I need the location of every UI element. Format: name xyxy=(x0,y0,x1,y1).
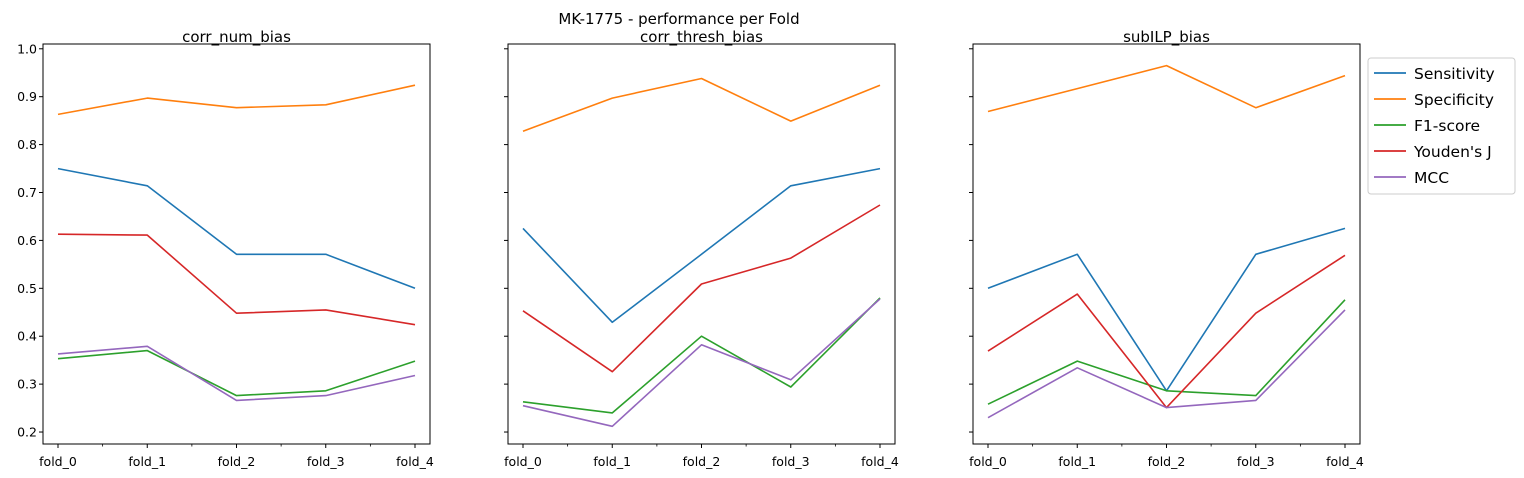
series-line-youden-s-j xyxy=(522,204,881,373)
y-tick-label: 0.7 xyxy=(17,185,37,200)
series-line-f1-score xyxy=(987,299,1346,405)
x-tick-label: fold_1 xyxy=(1058,454,1096,469)
subplot-title: subILP_bias xyxy=(1123,28,1210,47)
series-line-mcc xyxy=(522,298,881,428)
y-tick-label: 0.2 xyxy=(17,425,37,440)
x-tick-label: fold_3 xyxy=(307,454,345,469)
legend-frame xyxy=(1367,57,1516,195)
x-tick-label: fold_4 xyxy=(1326,454,1364,469)
x-tick-label: fold_2 xyxy=(218,454,256,469)
x-tick-label: fold_4 xyxy=(861,454,899,469)
x-tick-label: fold_4 xyxy=(396,454,434,469)
series-line-youden-s-j xyxy=(57,233,416,326)
y-tick-label: 0.8 xyxy=(17,137,37,152)
series-line-specificity xyxy=(987,64,1346,113)
subplots: corr_num_bias 0.2 0.3 0.4 0.5 0.6 0.7 0.8 0.9 1.0… xyxy=(17,28,1364,469)
subplot-1: corr_num_bias 0.2 0.3 0.4 0.5 0.6 0.7 0.8 0.9 1.0… xyxy=(17,28,434,469)
subplot-2: corr_thresh_bias fold_0 fold_1 fold_2 fold_3… xyxy=(504,28,899,469)
x-tick-label: fold_0 xyxy=(969,454,1007,469)
y-tick-label: 0.5 xyxy=(17,281,37,296)
series-line-mcc xyxy=(57,345,416,402)
series-line-sensitivity xyxy=(57,167,416,290)
subplot-title: corr_num_bias xyxy=(182,28,291,47)
x-tick-label: fold_2 xyxy=(683,454,721,469)
series-line-specificity xyxy=(522,77,881,132)
series-line-youden-s-j xyxy=(987,254,1346,409)
legend-label: Youden's J xyxy=(1413,143,1492,161)
y-tick-label: 1.0 xyxy=(17,41,37,56)
y-tick-label: 0.4 xyxy=(17,329,37,344)
legend: Sensitivity Specificity F1-score Youden's J… xyxy=(1367,57,1516,195)
x-tick-label: fold_1 xyxy=(593,454,631,469)
legend-label: Sensitivity xyxy=(1414,65,1495,83)
y-tick-label: 0.9 xyxy=(17,89,37,104)
x-tick-label: fold_2 xyxy=(1148,454,1186,469)
x-tick-label: fold_1 xyxy=(128,454,166,469)
subplot-title: corr_thresh_bias xyxy=(640,28,763,47)
series-line-sensitivity xyxy=(987,227,1346,392)
axes-frame xyxy=(507,43,896,445)
legend-label: Specificity xyxy=(1414,91,1494,109)
x-tick-label: fold_3 xyxy=(772,454,810,469)
x-tick-label: fold_3 xyxy=(1237,454,1275,469)
y-tick-label: 0.6 xyxy=(17,233,37,248)
legend-label: F1-score xyxy=(1414,117,1480,135)
figure-suptitle: MK-1775 - performance per Fold xyxy=(558,10,799,28)
series-line-f1-score xyxy=(57,349,416,397)
subplot-3: subILP_bias fold_0 fold_1 fold_2 fold_3 fold_… xyxy=(969,28,1364,469)
series-line-specificity xyxy=(57,84,416,116)
axes-frame xyxy=(42,43,431,445)
series-line-mcc xyxy=(987,309,1346,419)
series-line-f1-score xyxy=(522,297,881,414)
x-tick-label: fold_0 xyxy=(504,454,542,469)
legend-label: MCC xyxy=(1414,169,1449,187)
x-tick-label: fold_0 xyxy=(39,454,77,469)
y-tick-label: 0.3 xyxy=(17,377,37,392)
series-line-sensitivity xyxy=(522,167,881,324)
